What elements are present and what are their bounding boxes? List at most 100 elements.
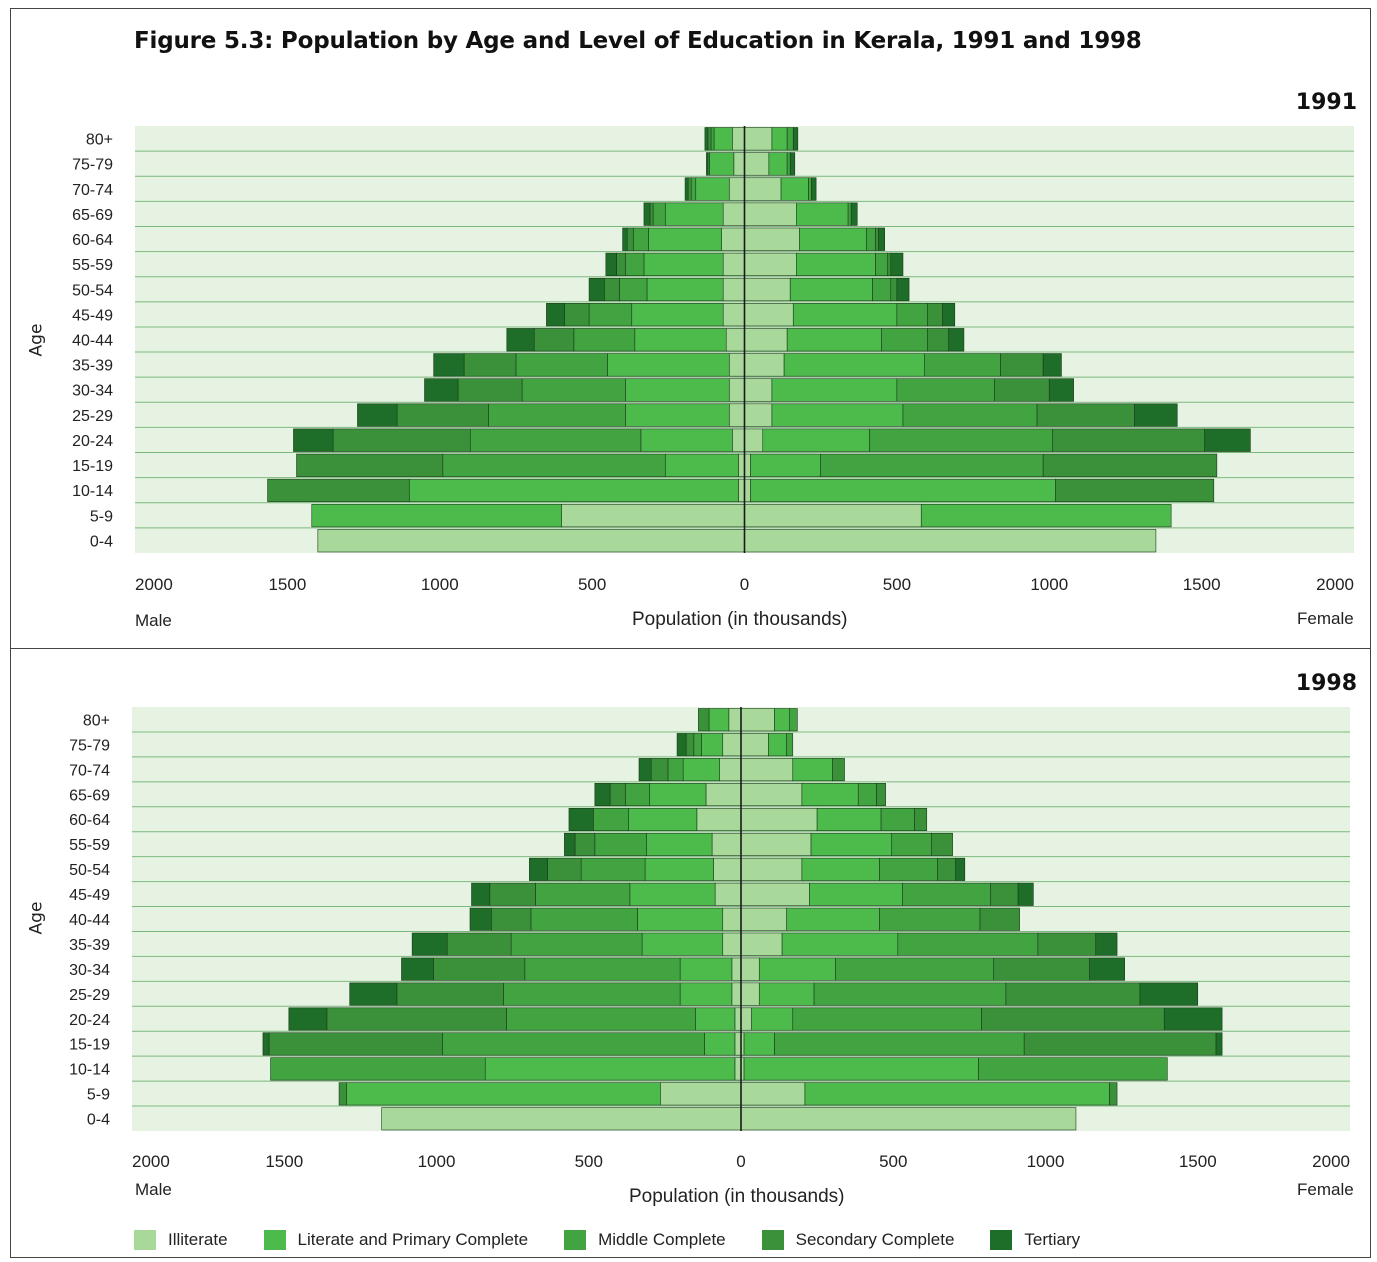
female-bar-secondary-complete	[994, 958, 1090, 980]
male-bar-tertiary	[472, 883, 490, 905]
y-axis-label-1998: Age	[26, 902, 46, 935]
male-bar-middle-complete	[271, 1058, 486, 1080]
male-bar-middle-complete	[694, 733, 702, 755]
male-bar-literate-and-primary-complete	[701, 733, 722, 755]
age-tick-label: 35-39	[69, 937, 110, 954]
male-bar-illiterate	[715, 883, 741, 905]
male-bar-middle-complete	[668, 758, 683, 780]
age-tick-label: 5-9	[87, 1087, 110, 1104]
male-bar-middle-complete	[525, 958, 680, 980]
female-bar-secondary-complete	[931, 833, 952, 855]
male-bar-middle-complete	[535, 883, 629, 905]
female-bar-illiterate	[741, 1008, 752, 1030]
male-bar-illiterate	[714, 858, 741, 880]
legend-label-middle: Middle Complete	[598, 1230, 726, 1250]
female-bar-illiterate	[741, 733, 768, 755]
female-bar-secondary-complete	[982, 1008, 1165, 1030]
legend-swatch-secondary	[762, 1230, 784, 1250]
male-bar-tertiary	[564, 833, 575, 855]
male-bar-tertiary	[595, 783, 610, 805]
age-tick-label: 10-14	[69, 1062, 110, 1079]
female-bar-middle-complete	[790, 709, 798, 731]
male-bar-secondary-complete	[397, 983, 504, 1005]
age-tick-label: 25-29	[69, 987, 110, 1004]
female-bar-middle-complete	[835, 958, 993, 980]
male-bar-secondary-complete	[548, 858, 581, 880]
male-bar-illiterate	[723, 933, 741, 955]
female-bar-secondary-complete	[1006, 983, 1140, 1005]
female-bar-literate-and-primary-complete	[810, 883, 903, 905]
x-tick-label: 1000	[1027, 1152, 1065, 1171]
x-tick-label: 2000	[1312, 1152, 1350, 1171]
female-bar-illiterate	[741, 1083, 805, 1105]
male-bar-literate-and-primary-complete	[695, 1008, 735, 1030]
male-bar-literate-and-primary-complete	[347, 1083, 661, 1105]
male-bar-secondary-complete	[575, 833, 595, 855]
male-bar-tertiary	[470, 908, 491, 930]
x-tick-label: 500	[575, 1152, 603, 1171]
female-bar-literate-and-primary-complete	[802, 858, 880, 880]
female-bar-middle-complete	[892, 833, 932, 855]
legend-swatch-illiterate	[134, 1230, 156, 1250]
age-tick-label: 75-79	[69, 737, 110, 754]
legend-item-literate-primary: Literate and Primary Complete	[264, 1228, 529, 1252]
female-bar-literate-and-primary-complete	[811, 833, 892, 855]
female-bar-literate-and-primary-complete	[805, 1083, 1110, 1105]
male-bar-tertiary	[569, 808, 593, 830]
male-bar-literate-and-primary-complete	[680, 983, 732, 1005]
female-bar-secondary-complete	[877, 783, 886, 805]
x-tick-label: 500	[879, 1152, 907, 1171]
male-bar-secondary-complete	[490, 883, 536, 905]
female-bar-literate-and-primary-complete	[802, 783, 858, 805]
female-bar-illiterate	[741, 758, 793, 780]
male-bar-literate-and-primary-complete	[650, 783, 706, 805]
y-axis-label-1991: Age	[26, 324, 46, 357]
female-bar-illiterate	[741, 833, 811, 855]
male-bar-tertiary	[263, 1033, 269, 1055]
female-bar-middle-complete	[858, 783, 876, 805]
female-bar-middle-complete	[793, 1008, 982, 1030]
age-tick-label: 50-54	[69, 862, 110, 879]
female-bar-literate-and-primary-complete	[817, 808, 881, 830]
male-bar-secondary-complete	[698, 709, 709, 731]
female-bar-literate-and-primary-complete	[768, 733, 786, 755]
male-bar-literate-and-primary-complete	[485, 1058, 735, 1080]
age-tick-label: 30-34	[69, 962, 110, 979]
male-bar-secondary-complete	[491, 908, 531, 930]
male-bar-illiterate	[735, 1058, 741, 1080]
female-bar-middle-complete	[880, 908, 980, 930]
male-bar-middle-complete	[581, 858, 645, 880]
female-bar-tertiary	[1018, 883, 1033, 905]
age-tick-label: 65-69	[69, 787, 110, 804]
male-bar-middle-complete	[503, 983, 680, 1005]
legend-label-secondary: Secondary Complete	[796, 1230, 955, 1250]
female-bar-illiterate	[741, 1108, 1076, 1130]
male-bar-literate-and-primary-complete	[709, 709, 729, 731]
male-bar-literate-and-primary-complete	[683, 758, 720, 780]
female-bar-literate-and-primary-complete	[759, 958, 835, 980]
male-bar-secondary-complete	[651, 758, 668, 780]
age-tick-label: 70-74	[69, 762, 110, 779]
male-bar-literate-and-primary-complete	[645, 858, 714, 880]
female-bar-literate-and-primary-complete	[744, 1058, 978, 1080]
male-bar-literate-and-primary-complete	[642, 933, 723, 955]
female-bar-literate-and-primary-complete	[744, 1033, 774, 1055]
male-bar-illiterate	[723, 733, 741, 755]
female-bar-middle-complete	[979, 1058, 1168, 1080]
male-bar-secondary-complete	[447, 933, 511, 955]
female-bar-secondary-complete	[915, 808, 927, 830]
female-bar-secondary-complete	[937, 858, 955, 880]
female-bar-illiterate	[741, 709, 774, 731]
male-bar-middle-complete	[625, 783, 649, 805]
male-bar-illiterate	[732, 983, 741, 1005]
male-bar-illiterate	[712, 833, 741, 855]
male-bar-illiterate	[729, 709, 741, 731]
x-axis-label-1998: Population (in thousands)	[629, 1186, 844, 1208]
male-bar-literate-and-primary-complete	[637, 908, 722, 930]
legend: Illiterate Literate and Primary Complete…	[134, 1228, 1116, 1252]
male-bar-literate-and-primary-complete	[647, 833, 712, 855]
female-bar-tertiary	[1096, 933, 1117, 955]
male-bar-tertiary	[639, 758, 651, 780]
age-tick-label: 15-19	[69, 1037, 110, 1054]
